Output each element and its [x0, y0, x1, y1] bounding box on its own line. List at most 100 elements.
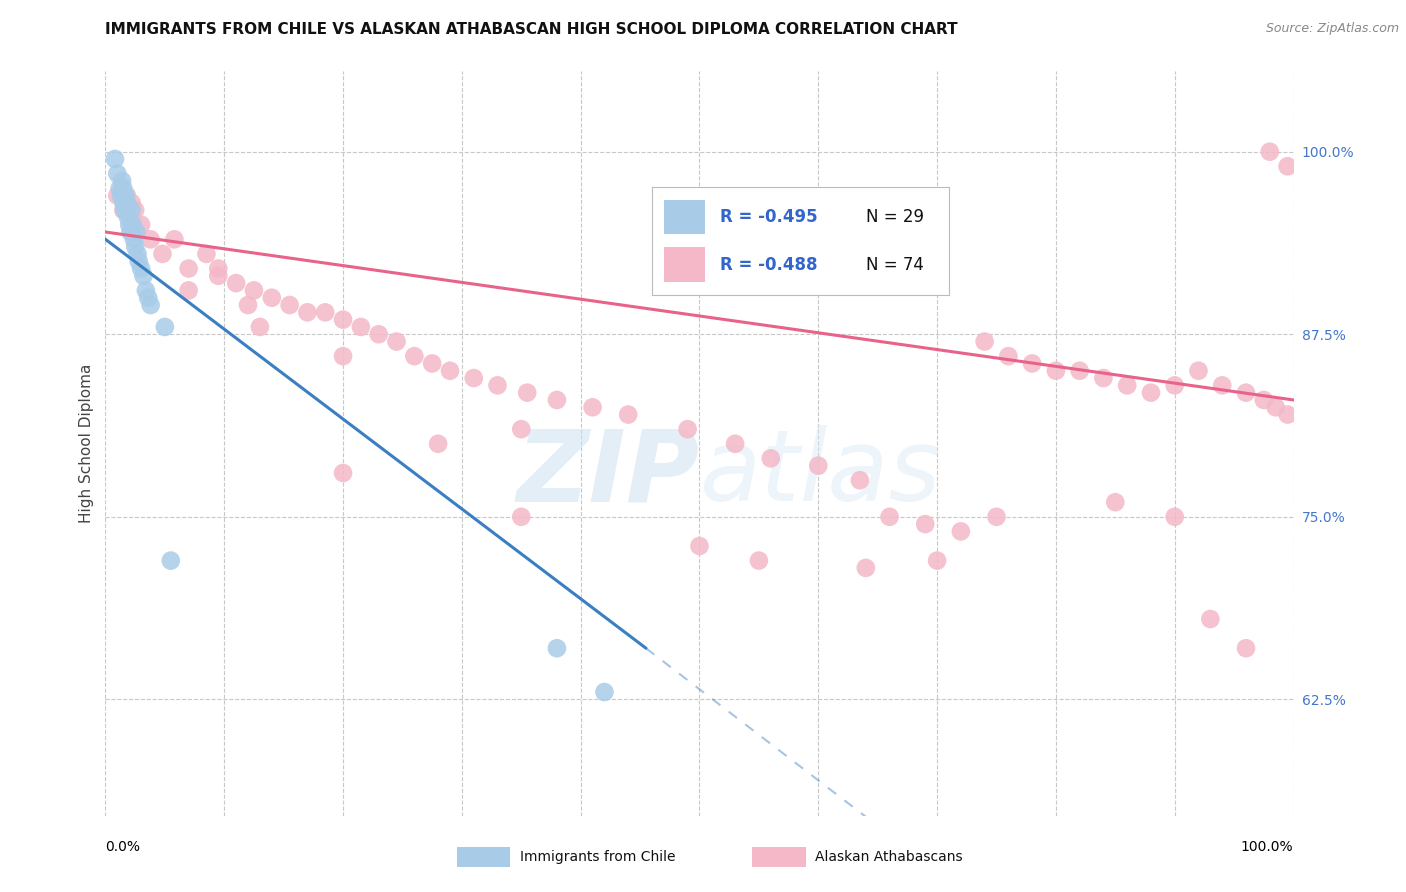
Point [1211, 378, 1233, 392]
Point [112, 195, 135, 210]
Point [1140, 385, 1163, 400]
Point [122, 232, 145, 246]
Point [260, 291, 283, 305]
Point [986, 509, 1008, 524]
Point [243, 284, 266, 298]
Point [125, 225, 148, 239]
Point [115, 195, 138, 210]
Point [1045, 364, 1067, 378]
Point [132, 268, 155, 283]
Text: N = 29: N = 29 [866, 208, 924, 226]
Point [1021, 356, 1043, 370]
Point [1277, 408, 1299, 422]
Point [121, 195, 143, 210]
Point [114, 188, 136, 202]
Point [177, 261, 200, 276]
Point [617, 408, 640, 422]
Point [879, 509, 901, 524]
Point [581, 401, 603, 415]
Point [111, 174, 134, 188]
Point [676, 422, 699, 436]
Text: IMMIGRANTS FROM CHILE VS ALASKAN ATHABASCAN HIGH SCHOOL DIPLOMA CORRELATION CHAR: IMMIGRANTS FROM CHILE VS ALASKAN ATHABAS… [105, 22, 957, 37]
Point [1234, 385, 1257, 400]
Point [350, 320, 373, 334]
Point [855, 561, 877, 575]
Text: N = 74: N = 74 [866, 256, 924, 274]
Text: Alaskan Athabascans: Alaskan Athabascans [815, 850, 963, 864]
Point [163, 232, 186, 246]
Point [516, 385, 538, 400]
Point [332, 312, 354, 326]
Point [128, 254, 150, 268]
Text: ZIP: ZIP [516, 425, 700, 522]
Bar [664, 247, 706, 282]
Point [724, 436, 747, 450]
Point [1164, 509, 1187, 524]
Point [136, 291, 159, 305]
Point [104, 152, 127, 166]
Point [1187, 364, 1209, 378]
Point [139, 232, 162, 246]
Point [129, 218, 152, 232]
Point [1234, 641, 1257, 656]
Point [105, 167, 128, 181]
Point [404, 349, 426, 363]
Text: R = -0.488: R = -0.488 [720, 256, 818, 274]
Point [177, 284, 200, 298]
Point [207, 261, 229, 276]
Text: R = -0.495: R = -0.495 [720, 208, 818, 226]
Point [486, 378, 509, 392]
Point [593, 685, 616, 699]
Text: Immigrants from Chile: Immigrants from Chile [520, 850, 676, 864]
Bar [664, 200, 706, 235]
Point [1264, 401, 1286, 415]
Text: Source: ZipAtlas.com: Source: ZipAtlas.com [1265, 22, 1399, 36]
Point [332, 466, 354, 480]
Point [115, 188, 138, 202]
Point [153, 320, 176, 334]
Point [1253, 392, 1275, 407]
Point [118, 218, 141, 232]
Point [510, 509, 533, 524]
Point [225, 276, 247, 290]
Point [112, 181, 135, 195]
Point [236, 298, 259, 312]
Point [152, 247, 174, 261]
Point [139, 298, 162, 312]
Point [849, 473, 872, 487]
Point [385, 334, 408, 349]
Point [420, 356, 443, 370]
Point [314, 305, 336, 319]
Point [546, 392, 568, 407]
Y-axis label: High School Diploma: High School Diploma [79, 364, 94, 524]
Text: 100.0%: 100.0% [1241, 840, 1294, 854]
Point [1092, 371, 1115, 385]
Point [121, 203, 143, 218]
Point [332, 349, 354, 363]
Point [427, 436, 450, 450]
Point [207, 268, 229, 283]
Point [124, 239, 146, 253]
Text: atlas: atlas [700, 425, 941, 522]
Point [1164, 378, 1187, 392]
Point [110, 188, 132, 202]
Point [949, 524, 972, 539]
Point [297, 305, 319, 319]
Point [127, 247, 149, 261]
Point [159, 553, 181, 567]
Point [367, 327, 389, 342]
Point [748, 553, 770, 567]
Point [973, 334, 995, 349]
Point [195, 247, 218, 261]
Point [249, 320, 271, 334]
Point [997, 349, 1019, 363]
Point [510, 422, 533, 436]
Point [129, 261, 152, 276]
Point [1258, 145, 1281, 159]
Point [759, 451, 782, 466]
Point [689, 539, 711, 553]
Point [1277, 159, 1299, 173]
Point [925, 553, 948, 567]
Point [135, 284, 157, 298]
Point [807, 458, 830, 473]
